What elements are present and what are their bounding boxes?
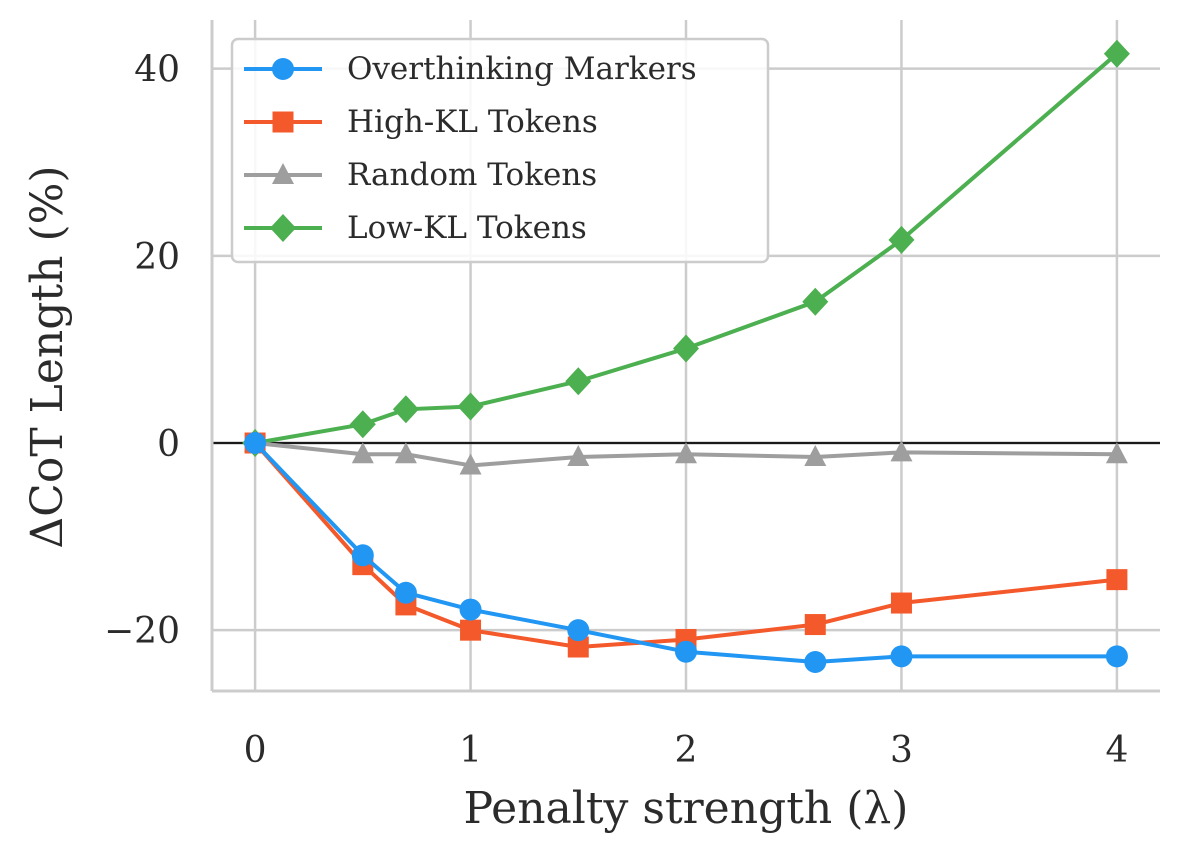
legend-item: High-KL Tokens (244, 104, 598, 140)
data-point (392, 395, 419, 424)
y-axis-label: ΔCoT Length (%) (22, 165, 73, 548)
x-tick-label: 0 (244, 730, 267, 771)
y-tick-label: 20 (134, 237, 180, 278)
x-tick-label: 2 (675, 730, 698, 771)
y-tick-labels: −20 0 20 40 (104, 50, 180, 653)
data-point (459, 598, 482, 621)
legend-frame (230, 37, 770, 264)
legend-label: Low-KL Tokens (347, 210, 587, 246)
x-tick-labels: 0 1 2 3 4 (244, 730, 1129, 771)
data-point (802, 287, 829, 316)
legend-marker (270, 214, 296, 242)
legend-label: Random Tokens (347, 157, 597, 193)
data-point (1105, 442, 1128, 464)
data-point (675, 640, 697, 663)
data-point (673, 334, 699, 363)
x-tick-label: 1 (459, 730, 482, 771)
data-point (567, 636, 589, 658)
legend-marker (272, 111, 294, 133)
data-point (349, 410, 376, 439)
y-tick-label: 0 (157, 424, 180, 465)
y-tick-label: −20 (104, 611, 180, 652)
data-point (567, 445, 590, 467)
legend-label: High-KL Tokens (347, 104, 598, 140)
data-point (890, 440, 913, 462)
axis-spines (210, 20, 1160, 693)
data-point (565, 367, 592, 396)
data-point (1103, 39, 1130, 68)
data-point (459, 453, 482, 475)
legend-item: Overthinking Markers (244, 51, 697, 87)
legend-label: Overthinking Markers (347, 51, 697, 87)
legend: Overthinking Markers High-KL Tokens Random… (230, 37, 770, 264)
data-point (890, 645, 913, 668)
legend-item: Low-KL Tokens (244, 210, 587, 246)
data-point (351, 442, 374, 464)
data-point (1105, 645, 1128, 668)
data-point (804, 650, 827, 673)
data-point (890, 592, 912, 614)
legend-marker (272, 163, 294, 184)
data-point (394, 442, 417, 464)
x-tick-label: 3 (890, 730, 913, 771)
legend-item: Random Tokens (244, 157, 597, 193)
series-layer (242, 39, 1130, 673)
data-point (394, 581, 417, 604)
data-point (351, 544, 374, 567)
data-point (804, 614, 826, 636)
data-point (244, 432, 267, 455)
y-tick-label: 40 (134, 50, 180, 91)
data-point (675, 442, 697, 464)
data-point (457, 392, 484, 421)
data-point (567, 619, 590, 642)
data-point (804, 445, 827, 467)
data-point (460, 619, 482, 641)
series-overthinking-markers (244, 432, 1128, 673)
data-point (888, 225, 915, 254)
x-axis-label: Penalty strength (λ) (464, 783, 909, 834)
legend-marker (272, 58, 294, 80)
x-tick-label: 4 (1105, 730, 1128, 771)
data-point (1106, 569, 1128, 591)
